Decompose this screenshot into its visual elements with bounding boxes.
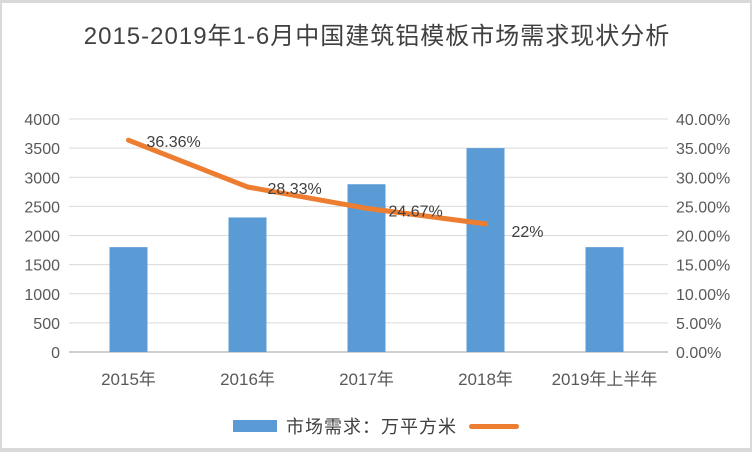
legend-bar-label: 市场需求：万平方米 xyxy=(286,417,457,437)
line-data-label: 24.67% xyxy=(389,203,443,220)
x-axis-label: 2019年上半年 xyxy=(552,370,658,389)
y-axis-tick-right: 30.00% xyxy=(676,170,730,187)
x-axis-label: 2018年 xyxy=(458,370,513,389)
demand-bar xyxy=(585,247,624,352)
y-axis-tick-left: 3500 xyxy=(24,141,60,158)
y-axis-tick-right: 10.00% xyxy=(676,287,730,304)
demand-bar xyxy=(228,217,267,352)
y-axis-tick-right: 0.00% xyxy=(676,345,721,362)
y-axis-tick-left: 4000 xyxy=(24,112,60,129)
chart-canvas: 4000 40.00% 3500 35.00% 3000 30.00% 2500 25.00%… xyxy=(24,112,730,389)
y-axis-tick-right: 35.00% xyxy=(676,141,730,158)
demand-bar xyxy=(466,148,505,352)
y-axis-tick-left: 500 xyxy=(33,316,60,333)
y-axis-tick-left: 2500 xyxy=(24,199,60,216)
x-axis-label: 2015年 xyxy=(101,370,156,389)
y-axis-tick-right: 40.00% xyxy=(676,112,730,129)
y-axis-tick-left: 3000 xyxy=(24,170,60,187)
line-data-label: 22% xyxy=(512,224,544,241)
y-axis-tick-right: 25.00% xyxy=(676,199,730,216)
line-data-label: 36.36% xyxy=(147,134,201,151)
x-axis-label: 2016年 xyxy=(220,370,275,389)
y-axis-tick-left: 2000 xyxy=(24,229,60,246)
y-axis-tick-left: 1500 xyxy=(24,258,60,275)
y-axis-tick-right: 5.00% xyxy=(676,316,721,333)
y-axis-tick-left: 0 xyxy=(51,345,60,362)
chart-legend: 市场需求：万平方米 xyxy=(2,413,750,439)
legend-bar-swatch-icon xyxy=(233,420,277,432)
chart-title: 2015-2019年1-6月中国建筑铝模板市场需求现状分析 xyxy=(83,23,671,50)
growth-line xyxy=(126,137,488,227)
legend-line-swatch-icon xyxy=(469,423,519,429)
x-axis-label: 2017年 xyxy=(339,370,394,389)
y-axis-tick-right: 20.00% xyxy=(676,229,730,246)
demand-bar xyxy=(109,247,148,352)
y-axis-tick-right: 15.00% xyxy=(676,258,730,275)
y-axis-tick-left: 1000 xyxy=(24,287,60,304)
line-data-label: 28.33% xyxy=(268,181,322,198)
